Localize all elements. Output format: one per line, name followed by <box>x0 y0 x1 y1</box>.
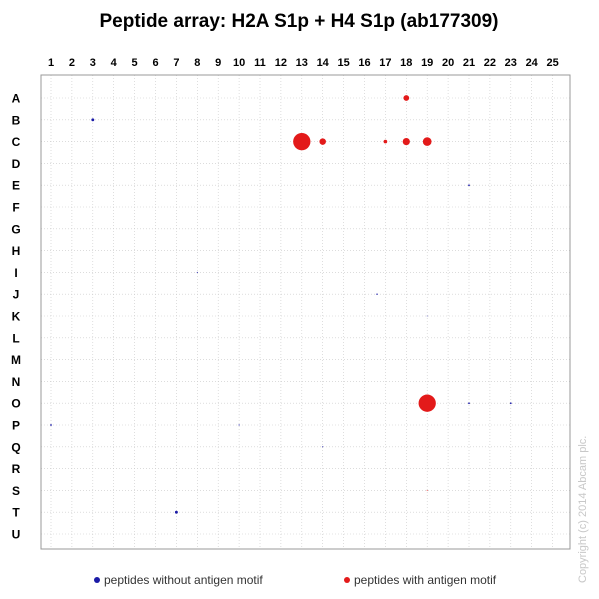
x-tick-label: 5 <box>132 57 138 69</box>
point-with-motif <box>403 95 410 101</box>
x-tick-label: 8 <box>194 57 200 69</box>
copyright-watermark: Copyright (c) 2014 Abcam plc. <box>577 436 589 583</box>
x-tick-label: 6 <box>152 57 158 69</box>
x-tick-label: 9 <box>215 57 221 69</box>
x-tick-label: 3 <box>90 57 96 69</box>
x-tick-label: 17 <box>379 57 391 69</box>
x-tick-label: 14 <box>317 57 330 69</box>
x-tick-label: 22 <box>484 57 496 69</box>
point-with-motif <box>319 138 326 145</box>
y-tick-label: E <box>12 179 20 193</box>
legend-marker-with-motif <box>344 577 350 583</box>
x-tick-label: 11 <box>254 57 266 69</box>
y-tick-label: R <box>12 462 21 476</box>
x-tick-label: 20 <box>442 57 454 69</box>
x-tick-label: 19 <box>421 57 433 69</box>
x-tick-label: 18 <box>400 57 412 69</box>
y-tick-label: G <box>11 222 20 236</box>
y-tick-label: L <box>12 331 19 345</box>
data-points <box>50 95 512 514</box>
point-without-motif <box>238 424 240 426</box>
point-with-motif <box>402 138 410 146</box>
y-tick-label: A <box>12 92 21 106</box>
y-tick-label: M <box>11 353 21 367</box>
x-tick-label: 13 <box>296 57 308 69</box>
x-tick-label: 2 <box>69 57 75 69</box>
y-tick-label: N <box>12 375 21 389</box>
point-without-motif <box>50 424 52 426</box>
point-with-motif <box>422 137 432 146</box>
point-without-motif <box>91 118 95 122</box>
legend-label-with-motif: peptides with antigen motif <box>354 573 497 587</box>
legend-label-without-motif: peptides without antigen motif <box>104 573 263 587</box>
x-tick-label: 16 <box>358 57 370 69</box>
x-axis-ticks: 1 2 3 4 5 6 7 8 9 10 11 12 13 14 15 16 17 18 19 20 21 22 23 24 2… <box>48 57 559 69</box>
x-tick-label: 7 <box>173 57 179 69</box>
x-tick-label: 10 <box>233 57 245 69</box>
legend-marker-without-motif <box>94 577 100 583</box>
point-without-motif <box>174 510 178 514</box>
point-with-motif <box>383 139 388 144</box>
point-with-motif <box>418 394 436 412</box>
point-without-motif <box>426 315 428 317</box>
plot-border <box>40 74 571 550</box>
y-tick-label: B <box>12 113 21 127</box>
y-tick-label: O <box>11 397 20 411</box>
y-tick-label: K <box>12 310 21 324</box>
point-with-motif <box>293 132 311 151</box>
point-without-motif <box>509 402 512 405</box>
y-tick-label: P <box>12 419 20 433</box>
x-tick-label: 23 <box>505 57 517 69</box>
y-tick-label: F <box>12 201 19 215</box>
y-tick-label: Q <box>11 440 20 454</box>
x-tick-label: 21 <box>463 57 475 69</box>
y-tick-label: I <box>14 266 17 280</box>
y-tick-label: S <box>12 484 20 498</box>
x-tick-label: 24 <box>526 57 539 69</box>
x-tick-label: 1 <box>48 57 54 69</box>
y-tick-label: T <box>12 506 20 520</box>
point-without-motif <box>468 402 470 405</box>
y-tick-label: H <box>12 244 21 258</box>
y-tick-label: D <box>12 157 21 171</box>
x-tick-label: 15 <box>337 57 349 69</box>
point-without-motif <box>322 446 324 448</box>
point-without-motif <box>196 271 198 273</box>
x-tick-label: 4 <box>111 57 118 69</box>
y-tick-label: J <box>13 288 20 302</box>
y-tick-label: C <box>12 135 21 149</box>
chart-title: Peptide array: H2A S1p + H4 S1p (ab17730… <box>100 11 499 32</box>
point-without-motif <box>468 184 470 187</box>
legend: peptides without antigen motif peptides … <box>94 573 497 587</box>
point-without-motif <box>376 293 378 295</box>
y-tick-label: U <box>12 528 21 542</box>
x-tick-label: 25 <box>546 57 558 69</box>
point-with-motif <box>426 489 428 491</box>
x-tick-label: 12 <box>275 57 287 69</box>
